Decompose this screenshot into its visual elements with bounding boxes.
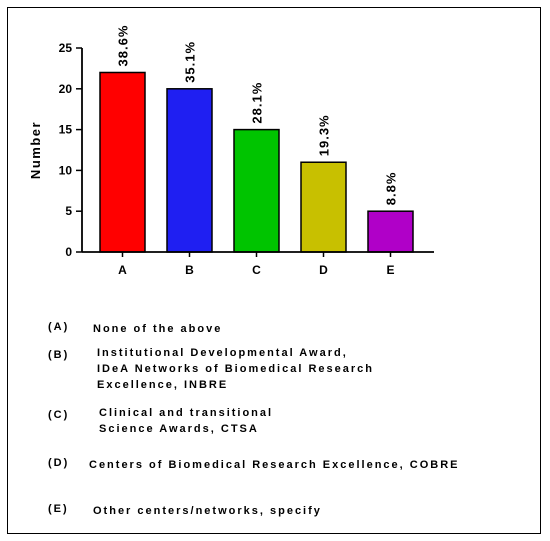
x-tick-label: C [252,263,261,277]
figure-frame: 38.6% A 35.1% B 28.1% C 19.3% D 8.8% E 0 5 10 15 20 25 N… [7,7,541,534]
x-tick-label: E [386,263,394,277]
legend-key: (D) [48,457,70,469]
y-tick-label: 20 [59,82,73,96]
legend-text: None of the above [93,321,222,337]
legend-text: Clinical and transitional Science Awards… [99,405,273,437]
x-tick-label: A [118,263,127,277]
bar-chart: 38.6% A 35.1% B 28.1% C 19.3% D 8.8% E 0 5 10 15 20 25 N… [28,25,434,277]
y-tick-label: 0 [65,245,72,259]
data-label: 35.1% [183,41,198,83]
legend-line: IDeA Networks of Biomedical Research [97,363,374,375]
x-tick-label: D [319,263,328,277]
data-label: 38.6% [116,25,131,67]
legend-line: None of the above [93,323,223,335]
bar-d [300,161,347,253]
legend-line: Centers of Biomedical Research Excellenc… [89,459,460,471]
data-label: 28.1% [250,82,265,124]
legend-line: Science Awards, CTSA [99,423,259,435]
y-axis-title: Number [28,121,43,179]
bar-c [233,128,280,253]
bar-b [166,88,213,253]
y-tick-label: 5 [65,204,72,218]
legend-key: (A) [48,321,70,333]
legend-line: Clinical and transitional [99,407,274,419]
legend-line: Excellence, INBRE [97,379,229,391]
legend-text: Other centers/networks, specify [93,503,322,519]
bar-a [99,71,146,253]
y-tick-label: 25 [59,41,73,55]
y-tick-label: 15 [59,123,73,137]
legend-key: (B) [48,349,70,361]
legend-key: (E) [48,503,69,515]
legend-text: Institutional Developmental Award, IDeA … [97,345,374,393]
legend-line: Other centers/networks, specify [93,505,322,517]
legend-key: (C) [48,409,70,421]
bar-e [367,210,414,253]
data-label: 19.3% [317,114,332,156]
x-tick-label: B [185,263,194,277]
data-label: 8.8% [384,172,399,206]
y-tick-label: 10 [59,163,73,177]
legend-text: Centers of Biomedical Research Excellenc… [89,457,460,473]
legend-line: Institutional Developmental Award, [97,347,348,359]
